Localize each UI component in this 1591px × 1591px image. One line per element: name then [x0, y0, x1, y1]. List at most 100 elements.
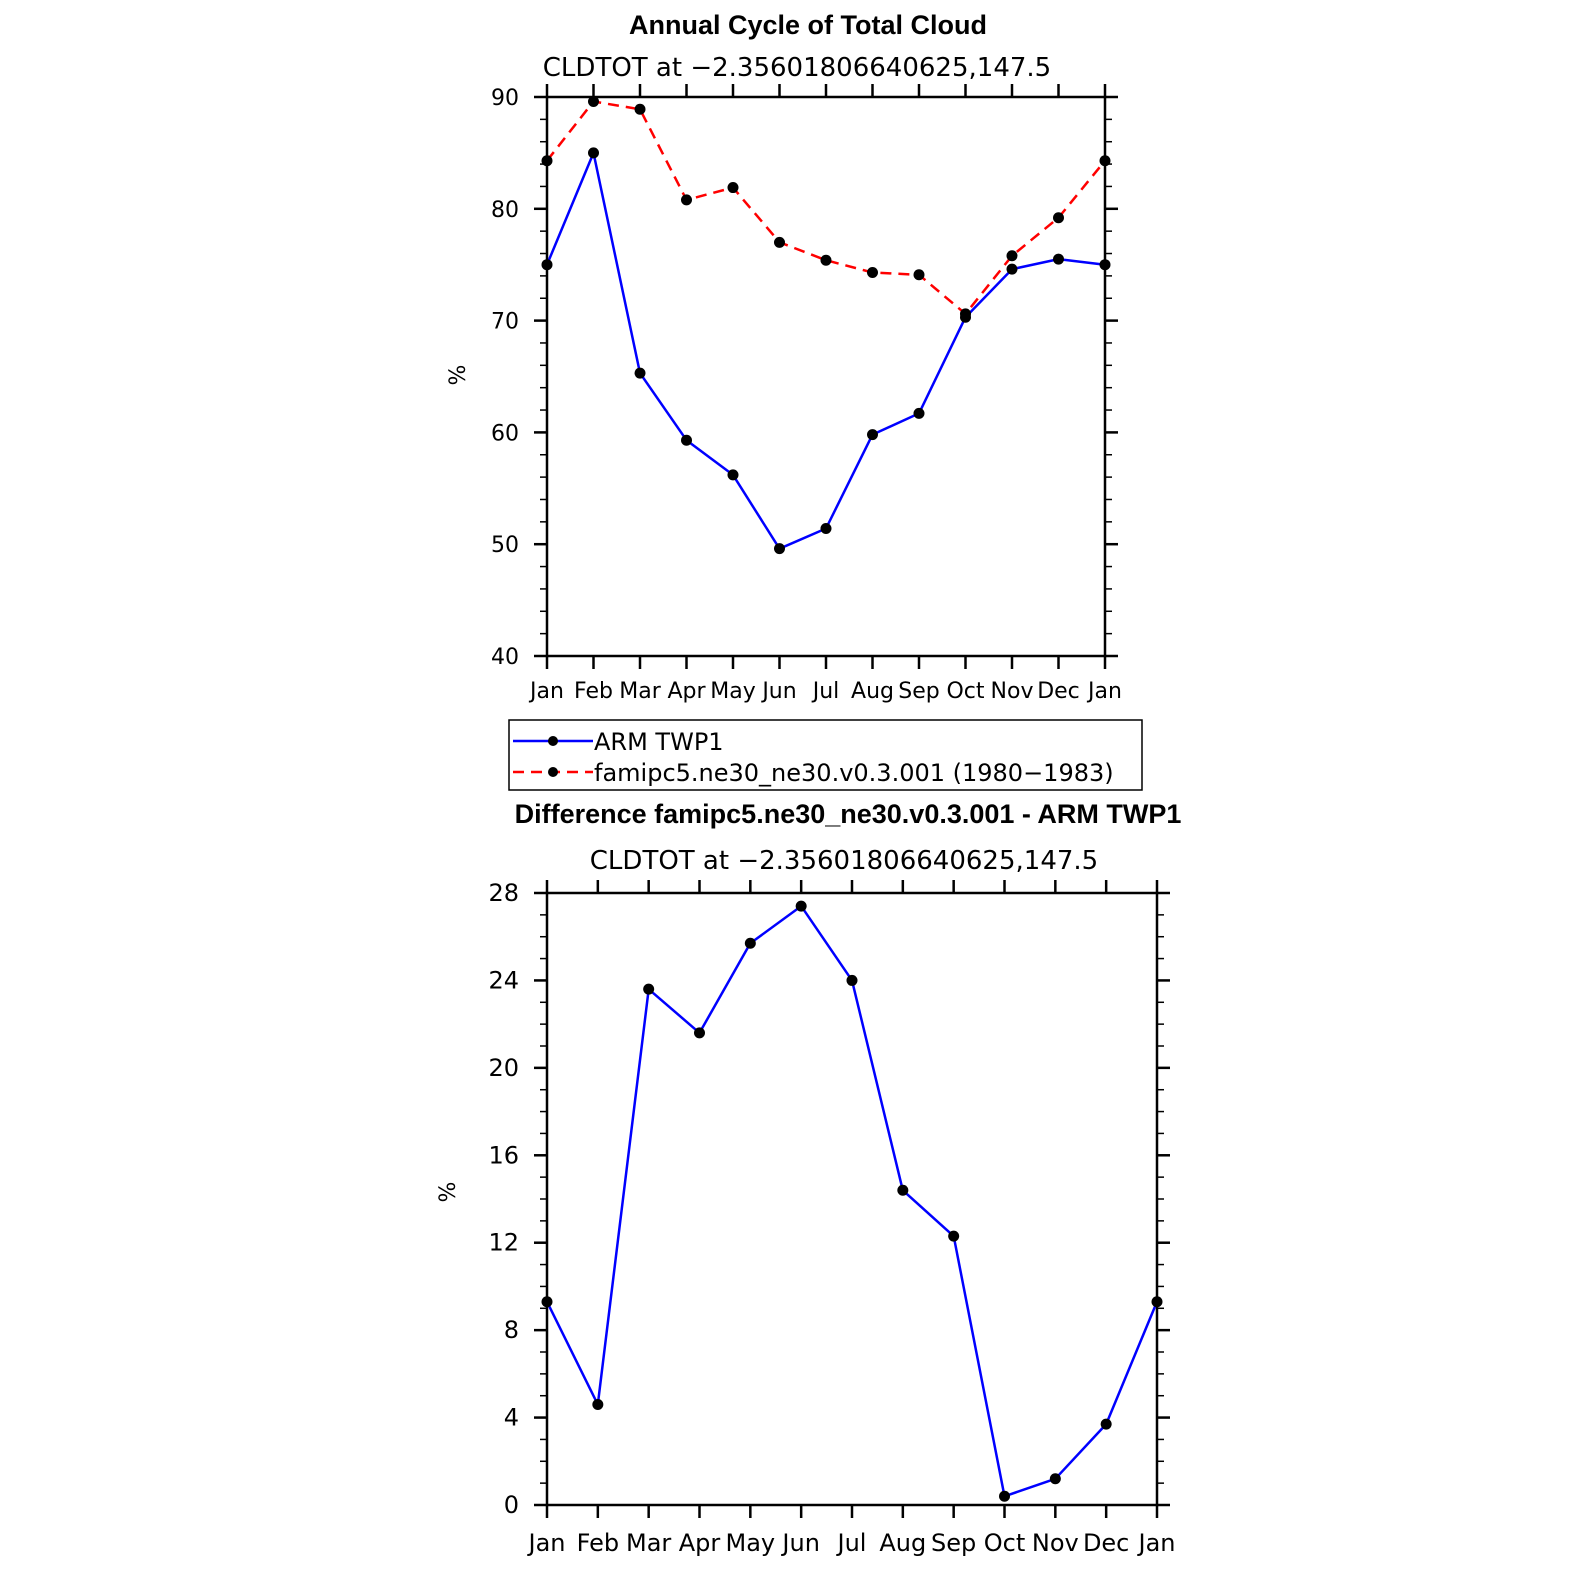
y-tick-label: 70 — [491, 310, 519, 335]
y-tick-label: 0 — [504, 1491, 519, 1519]
data-point — [897, 1184, 909, 1196]
x-tick-label: Jun — [780, 1529, 820, 1557]
y-tick-label: 16 — [488, 1141, 519, 1169]
x-tick-label: Jan — [1086, 679, 1122, 704]
x-tick-label: Jul — [836, 1529, 867, 1557]
y-tick-label: 20 — [488, 1054, 519, 1082]
legend: ARM TWP1 famipc5.ne30_ne30.v0.3.001 (198… — [508, 719, 1143, 791]
axes: 40 50 60 70 80 90 Jan Feb Mar Apr May Jun Jul Aug Sep O… — [491, 84, 1122, 704]
annual-cycle-chart: Annual Cycle of Total Cloud CLDTOT at −2… — [446, 10, 1122, 704]
x-tick-label: Jan — [1137, 1529, 1176, 1557]
x-tick-label: Oct — [984, 1529, 1026, 1557]
x-tick-label: Apr — [667, 679, 706, 704]
x-tick-label: Sep — [898, 679, 939, 704]
data-point — [913, 269, 925, 281]
x-tick-label: Jan — [527, 1529, 566, 1557]
legend-label: famipc5.ne30_ne30.v0.3.001 (1980−1983) — [594, 759, 1114, 787]
x-tick-label: May — [726, 1529, 776, 1557]
series-line — [545, 904, 1159, 1498]
data-point — [694, 1027, 705, 1039]
data-point — [999, 1490, 1010, 1502]
data-point — [634, 103, 646, 115]
y-tick-label: 4 — [504, 1404, 519, 1432]
x-tick-label: Oct — [946, 679, 984, 704]
data-point — [592, 1398, 604, 1410]
x-tick-label: Nov — [1032, 1529, 1079, 1557]
y-axis-label: % — [446, 365, 471, 386]
axes: 0 4 8 12 16 20 24 28 Jan Feb Mar Apr May Jun Jul Aug Sep… — [488, 879, 1175, 1557]
data-point — [1100, 1418, 1112, 1430]
data-point — [1049, 1473, 1061, 1485]
chart-subtitle: CLDTOT at −2.35601806640625,147.5 — [590, 846, 1098, 876]
data-point — [1006, 263, 1018, 275]
x-tick-label: Mar — [626, 1529, 671, 1557]
data-point — [541, 155, 553, 167]
data-point — [820, 254, 832, 266]
x-tick-label: Apr — [679, 1529, 721, 1557]
data-point — [541, 1296, 553, 1308]
y-tick-label: 60 — [491, 421, 519, 446]
data-point — [681, 194, 692, 206]
difference-chart: Difference famipc5.ne30_ne30.v0.3.001 - … — [436, 799, 1181, 1557]
y-tick-label: 50 — [491, 533, 519, 558]
chart-title: Difference famipc5.ne30_ne30.v0.3.001 - … — [515, 799, 1182, 829]
series-layer — [541, 900, 1163, 1502]
x-tick-label: Aug — [851, 679, 894, 704]
y-tick-label: 8 — [504, 1316, 519, 1344]
y-tick-label: 40 — [491, 645, 519, 670]
data-point — [681, 434, 692, 446]
data-point — [744, 937, 756, 949]
legend-swatch-marker — [548, 736, 558, 746]
y-tick-label: 80 — [491, 198, 519, 223]
legend-swatch-marker — [548, 767, 558, 777]
data-point — [588, 147, 599, 159]
data-point — [1053, 212, 1064, 224]
x-tick-label: Nov — [991, 679, 1034, 704]
data-point — [1006, 250, 1018, 262]
data-point — [1099, 259, 1111, 271]
legend-box — [508, 719, 1143, 791]
y-tick-label: 24 — [488, 966, 519, 994]
x-tick-label: Dec — [1083, 1529, 1129, 1557]
x-tick-label: Feb — [574, 679, 613, 704]
data-point — [727, 182, 739, 194]
data-point — [1099, 155, 1111, 167]
data-point — [846, 974, 858, 986]
data-point — [867, 267, 878, 279]
x-tick-label: May — [710, 679, 755, 704]
chart-subtitle: CLDTOT at −2.35601806640625,147.5 — [543, 53, 1051, 83]
data-point — [588, 95, 599, 107]
x-tick-label: Mar — [619, 679, 661, 704]
legend-entry-arm-twp1: ARM TWP1 — [513, 728, 724, 756]
data-point — [1053, 253, 1064, 265]
y-tick-label: 28 — [488, 879, 519, 907]
data-point — [795, 900, 807, 912]
plot-frame — [545, 95, 1107, 658]
data-point — [643, 983, 655, 995]
data-point — [1151, 1296, 1163, 1308]
data-point — [541, 259, 553, 271]
data-point — [820, 523, 832, 535]
y-tick-label: 12 — [488, 1229, 519, 1257]
x-tick-label: Jul — [811, 679, 840, 704]
x-tick-label: Jun — [760, 679, 796, 704]
series-layer — [541, 95, 1111, 555]
data-point — [634, 367, 646, 379]
data-point — [774, 236, 785, 248]
y-tick-label: 90 — [491, 86, 519, 111]
y-axis-label: % — [436, 1182, 461, 1203]
series-line — [546, 100, 1106, 316]
legend-entry-famipc5: famipc5.ne30_ne30.v0.3.001 (1980−1983) — [513, 759, 1114, 787]
data-point — [948, 1230, 960, 1242]
data-point — [960, 308, 971, 320]
chart-title: Annual Cycle of Total Cloud — [629, 10, 987, 40]
data-point — [774, 543, 785, 555]
data-point — [913, 407, 925, 419]
x-tick-label: Feb — [577, 1529, 620, 1557]
series-line — [545, 151, 1106, 550]
x-tick-label: Aug — [879, 1529, 926, 1557]
legend-label: ARM TWP1 — [594, 728, 724, 756]
x-tick-label: Dec — [1037, 679, 1080, 704]
data-point — [867, 429, 878, 441]
